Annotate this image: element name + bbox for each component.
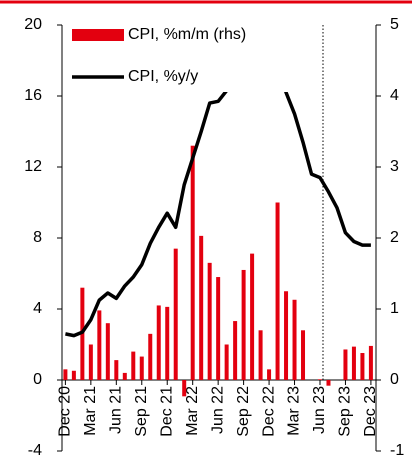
x-tick-label: Jun 23 bbox=[311, 386, 328, 434]
y2-tick-label: -1 bbox=[390, 442, 404, 459]
bar bbox=[301, 330, 306, 380]
legend-label: CPI, %y/y bbox=[128, 68, 198, 85]
bar bbox=[207, 262, 212, 380]
bar bbox=[216, 277, 221, 380]
bar bbox=[165, 306, 170, 380]
x-tick-label: Jun 21 bbox=[108, 386, 125, 434]
x-tick-label: Sep 22 bbox=[235, 386, 252, 437]
bar bbox=[156, 305, 161, 380]
bar bbox=[351, 346, 356, 380]
x-tick-label: Dec 22 bbox=[260, 386, 277, 437]
x-tick-label: Mar 23 bbox=[286, 386, 303, 436]
y-tick-label: 0 bbox=[33, 371, 42, 388]
x-tick-label: Dec 21 bbox=[158, 386, 175, 437]
bar bbox=[317, 379, 322, 380]
x-tick-label: Mar 22 bbox=[184, 386, 201, 436]
bar bbox=[233, 321, 238, 380]
bar bbox=[148, 333, 153, 380]
bar bbox=[182, 380, 187, 397]
bar bbox=[97, 310, 102, 380]
bar bbox=[275, 202, 280, 380]
y2-tick-label: 5 bbox=[390, 16, 399, 33]
x-tick-label: Sep 23 bbox=[337, 386, 354, 437]
y2-tick-label: 4 bbox=[390, 87, 399, 104]
x-tick-label: Dec 20 bbox=[57, 386, 74, 437]
bar bbox=[114, 360, 119, 380]
bar bbox=[250, 253, 255, 380]
y-tick-label: -4 bbox=[28, 442, 42, 459]
y2-tick-label: 1 bbox=[390, 300, 399, 317]
bar bbox=[139, 356, 144, 380]
bar bbox=[199, 235, 204, 380]
legend-swatch bbox=[72, 29, 124, 41]
x-tick-label: Jun 22 bbox=[209, 386, 226, 434]
y-tick-label: 8 bbox=[33, 229, 42, 246]
y2-tick-label: 2 bbox=[390, 229, 399, 246]
bar bbox=[267, 369, 272, 380]
y-tick-label: 20 bbox=[24, 16, 42, 33]
bar bbox=[224, 344, 229, 380]
bar bbox=[360, 353, 365, 380]
y-tick-label: 4 bbox=[33, 300, 42, 317]
bar bbox=[343, 349, 348, 380]
legend: CPI, %m/m (rhs) CPI, %y/y bbox=[68, 22, 308, 92]
y-tick-label: 12 bbox=[24, 158, 42, 175]
x-tick-label: Dec 23 bbox=[362, 386, 379, 437]
bar bbox=[105, 323, 110, 380]
bar bbox=[63, 369, 68, 380]
bar bbox=[292, 299, 297, 380]
y2-tick-label: 0 bbox=[390, 371, 399, 388]
y2-tick-label: 3 bbox=[390, 158, 399, 175]
bar bbox=[258, 330, 263, 380]
bar bbox=[241, 269, 246, 380]
bar bbox=[368, 345, 373, 380]
bar bbox=[71, 370, 76, 380]
bar bbox=[190, 145, 195, 380]
bar bbox=[131, 351, 136, 380]
bar bbox=[122, 372, 127, 380]
x-tick-label: Sep 21 bbox=[133, 386, 150, 437]
y-tick-label: 16 bbox=[24, 87, 42, 104]
bar bbox=[88, 344, 93, 380]
x-tick-label: Mar 21 bbox=[82, 386, 99, 436]
line bbox=[65, 51, 371, 338]
bar bbox=[173, 248, 178, 380]
bar bbox=[284, 291, 289, 380]
bar bbox=[326, 380, 331, 386]
legend-label: CPI, %m/m (rhs) bbox=[128, 26, 246, 43]
